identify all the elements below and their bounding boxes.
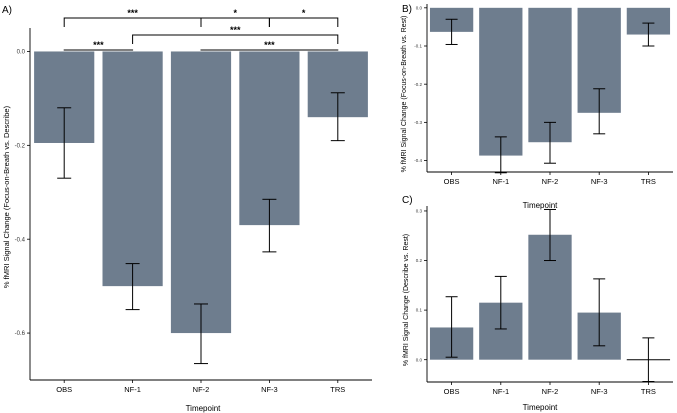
panel-b-x-tick-label: OBS <box>444 177 460 186</box>
panel-c-x-tick-label: TRS <box>641 387 656 396</box>
panel-c: C) % fMRI Signal Change (Describe vs. Re… <box>402 195 673 412</box>
panel-a-x-tick-label: OBS <box>56 385 72 394</box>
panel-a-significance-label: *** <box>127 8 138 18</box>
panel-b-y-tick-label: 0.0 <box>416 5 423 10</box>
panel-a-bar-nf-2 <box>170 51 232 334</box>
panel-c-y-tick-label: 0.3 <box>416 209 423 214</box>
panel-a-y-axis-title: % fMRI Signal Change (Focus-on-Breath vs… <box>2 105 11 288</box>
panel-a-y-tick-label: -0.6 <box>15 331 26 337</box>
panel-b: B) % fMRI Signal Change (Focus-on-Breath… <box>401 4 673 210</box>
panel-b-y-tick-label: -0.4 <box>414 158 422 163</box>
panel-a-significance-label: * <box>233 8 237 18</box>
panel-a-significance-bracket <box>63 17 202 27</box>
panel-c-y-tick-label: 0.2 <box>416 258 423 263</box>
panel-a-significance-bracket <box>268 17 339 27</box>
panel-a: A) % fMRI Signal Change (Focus-on-Breath… <box>2 5 372 413</box>
panel-b-y-axis-title: % fMRI Signal Change (Focus-on-Breath vs… <box>401 16 408 173</box>
panel-c-x-tick-label: NF-1 <box>492 387 509 396</box>
panel-b-x-axis-title: Timepoint <box>523 201 559 210</box>
panel-b-x-tick-label: NF-2 <box>542 177 559 186</box>
panel-a-bar-nf-1 <box>102 51 163 287</box>
panel-b-y-tick-label: -0.1 <box>414 44 422 49</box>
panel-a-significance-label: *** <box>93 40 104 50</box>
panel-b-y-tick-label: -0.2 <box>414 82 422 87</box>
panel-b-x-tick-label: NF-3 <box>591 177 608 186</box>
panel-a-x-tick-label: NF-1 <box>124 385 141 394</box>
panel-a-y-tick-label: 0.0 <box>17 50 26 56</box>
panel-c-y-tick-label: 0.1 <box>416 308 423 313</box>
panel-b-bar-nf-1 <box>479 7 523 156</box>
panel-c-x-tick-label: OBS <box>444 387 460 396</box>
panel-c-x-axis-title: Timepoint <box>523 403 559 412</box>
panel-a-significance-bracket <box>63 49 134 51</box>
panel-c-x-tick-label: NF-2 <box>542 387 559 396</box>
panel-a-x-tick-label: NF-2 <box>193 385 210 394</box>
panel-a-x-axis-title: Timepoint <box>186 404 222 413</box>
panel-b-label: B) <box>402 4 412 15</box>
panel-b-bar-nf-2 <box>528 7 572 143</box>
panel-a-significance-label: * <box>302 8 306 18</box>
panel-a-x-tick-label: NF-3 <box>261 385 278 394</box>
panel-b-x-tick-label: NF-1 <box>492 177 509 186</box>
panel-c-label: C) <box>402 195 413 206</box>
panel-c-y-tick-label: 0.0 <box>416 357 423 362</box>
panel-a-significance-label: *** <box>264 40 275 50</box>
panel-b-x-tick-label: TRS <box>641 177 656 186</box>
panel-a-significance-label: *** <box>230 25 241 35</box>
panel-a-label: A) <box>2 5 12 16</box>
panel-a-significance-bracket <box>132 34 339 44</box>
panel-a-y-tick-label: -0.2 <box>15 143 26 149</box>
panel-c-x-tick-label: NF-3 <box>591 387 608 396</box>
panel-a-x-tick-label: TRS <box>330 385 345 394</box>
panel-a-bar-nf-3 <box>239 51 300 226</box>
panel-a-significance-bracket <box>200 49 339 51</box>
panel-c-y-axis-title: % fMRI Signal Change (Describe vs. Rest) <box>403 234 410 366</box>
panel-a-y-tick-label: -0.4 <box>15 237 26 243</box>
panel-b-y-tick-label: -0.3 <box>414 120 422 125</box>
